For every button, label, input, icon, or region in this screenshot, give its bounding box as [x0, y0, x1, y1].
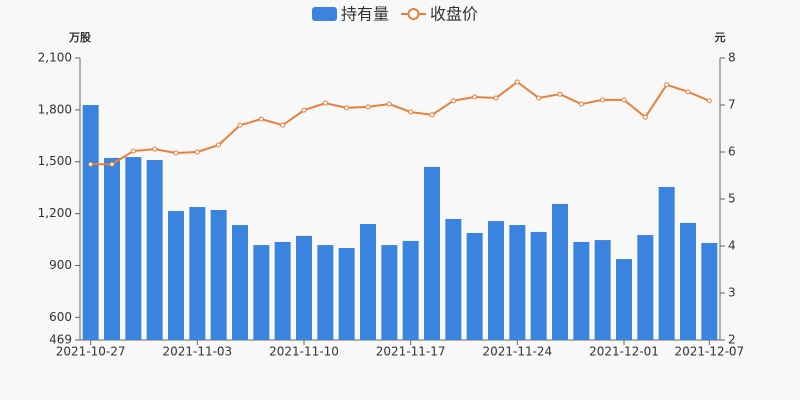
x-tick-label: 2021-12-01 [589, 345, 659, 359]
y-tick-label: 1,200 [38, 206, 72, 220]
line-point [109, 161, 115, 167]
y2-tick-label: 6 [728, 145, 736, 159]
bar [146, 160, 163, 340]
bar [402, 240, 419, 340]
bar [338, 248, 355, 340]
legend-icon [312, 7, 337, 21]
line-point [173, 150, 179, 156]
y-tick-label: 900 [49, 258, 72, 272]
y2-tick-label: 3 [728, 286, 736, 300]
bar [573, 241, 590, 340]
bar [445, 218, 462, 340]
x-tick-label: 2021-11-10 [269, 345, 339, 359]
y-tick-label: 1,800 [38, 102, 72, 116]
bar [594, 240, 611, 340]
line-point [216, 142, 222, 148]
y-tick-label: 1,500 [38, 154, 72, 168]
line-point [130, 148, 136, 154]
legend-icon [407, 8, 420, 20]
bar [530, 231, 547, 340]
line-point [493, 95, 499, 101]
y2-tick-label: 5 [728, 192, 736, 206]
bar [232, 225, 248, 340]
bar [317, 245, 334, 340]
line-point [322, 100, 328, 106]
bar [360, 223, 376, 340]
line-point [706, 98, 712, 104]
y2-axis-label: 元 [715, 31, 726, 44]
bar [82, 105, 99, 341]
bar [466, 232, 483, 340]
line-point [514, 79, 520, 85]
line-point [258, 116, 264, 122]
y2-tick-label: 7 [728, 98, 736, 112]
line-point [472, 94, 478, 100]
line-point [88, 161, 94, 167]
x-tick-label: 2021-11-03 [162, 345, 232, 359]
bar [552, 203, 568, 340]
bar [680, 222, 696, 340]
line-point [152, 146, 158, 152]
legend-label: 收盘价 [430, 5, 478, 24]
line-point [600, 97, 606, 103]
line-point [386, 101, 392, 107]
bar [125, 157, 142, 340]
line-point [621, 97, 627, 103]
bar [253, 245, 270, 340]
y2-tick-label: 4 [728, 239, 736, 253]
y2-tick-label: 8 [728, 51, 736, 65]
bar [104, 157, 120, 340]
line-point [237, 122, 243, 128]
line-point [429, 112, 435, 118]
line [90, 80, 710, 166]
bar [296, 235, 312, 340]
bar [701, 243, 718, 340]
line-point [642, 114, 648, 120]
y-tick-label: 600 [49, 310, 72, 324]
y-tick-label: 469 [49, 333, 72, 347]
line-point [664, 82, 670, 88]
y-tick-label: 2,100 [38, 51, 72, 65]
bar [189, 207, 206, 340]
bar [658, 186, 675, 340]
line-point [557, 91, 563, 97]
bar [616, 259, 632, 340]
line-point [301, 107, 307, 113]
bar [274, 241, 291, 340]
x-tick-label: 2021-12-07 [674, 345, 744, 359]
line-point [685, 89, 691, 95]
x-tick-label: 2021-10-27 [56, 345, 126, 359]
bar [488, 221, 504, 340]
line-point [344, 105, 350, 111]
line-point [365, 104, 371, 110]
line-point [536, 95, 542, 101]
line-point [408, 109, 414, 115]
bar [637, 235, 654, 340]
bar [424, 166, 440, 340]
y-axis-label: 万股 [68, 31, 92, 44]
bar [509, 225, 526, 340]
line-point [450, 98, 456, 104]
line-point [194, 149, 200, 155]
line-point [280, 122, 286, 128]
bar [381, 245, 398, 340]
bar [210, 209, 227, 340]
legend-label: 持有量 [341, 5, 389, 24]
line-point [578, 101, 584, 107]
x-tick-label: 2021-11-24 [482, 345, 552, 359]
bar [168, 211, 184, 340]
y2-tick-label: 2 [728, 333, 736, 347]
x-tick-label: 2021-11-17 [376, 345, 446, 359]
